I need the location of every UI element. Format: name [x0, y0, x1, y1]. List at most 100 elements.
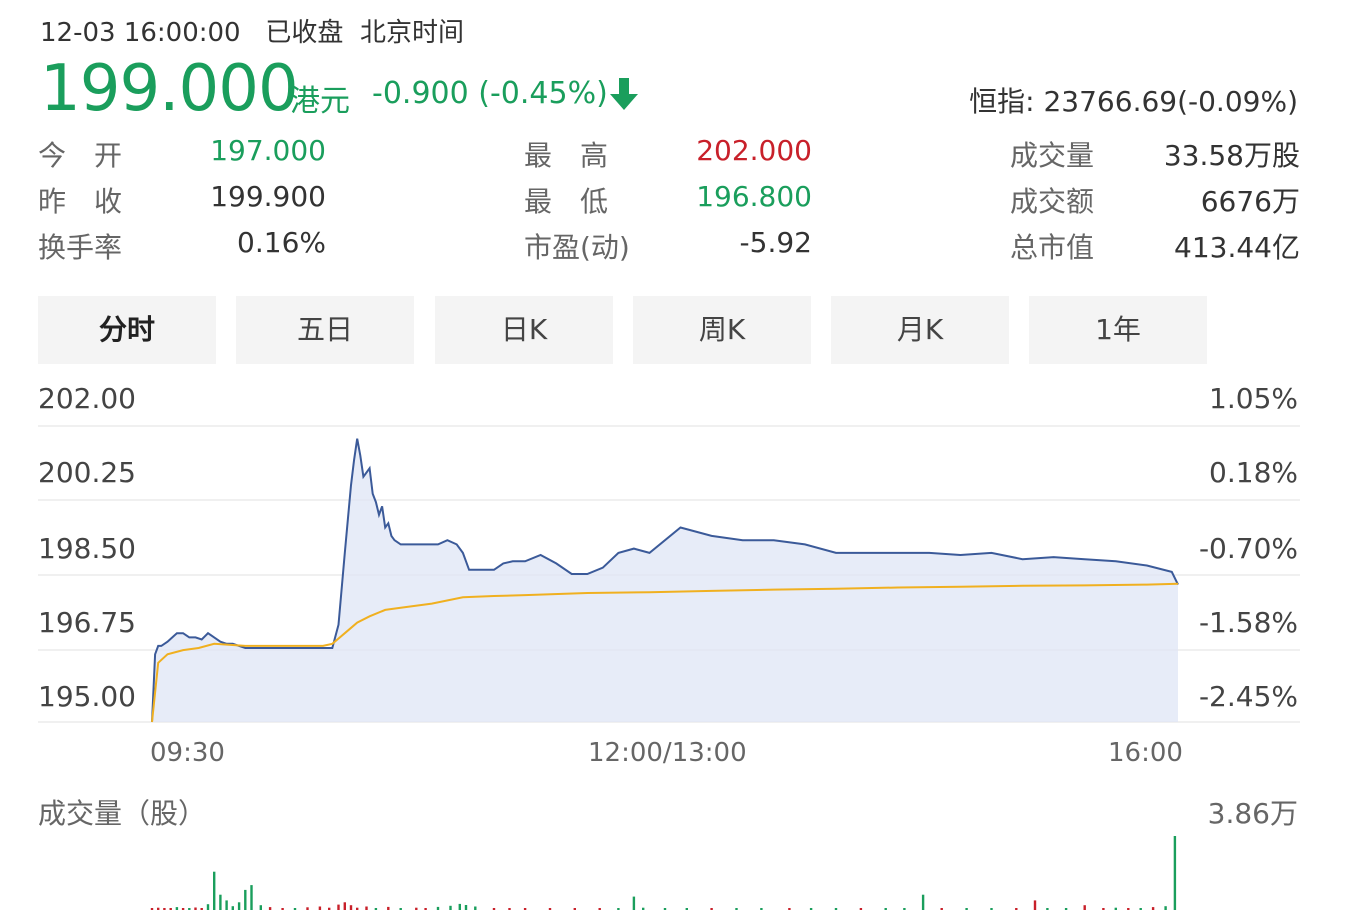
price-change: -0.900 (-0.45%) [372, 76, 608, 111]
volume-bar [1173, 836, 1177, 910]
volume-bar [1102, 908, 1105, 910]
volume-bar [374, 908, 378, 910]
volume-bar [809, 908, 813, 910]
volume-bar [458, 903, 461, 910]
prev-close-value: 199.900 [210, 180, 326, 213]
volume-bar [710, 908, 713, 910]
volume-bar [464, 905, 468, 910]
high-label: 最 高 [524, 139, 609, 172]
volume-bar [940, 908, 943, 910]
volume-bar [1064, 908, 1068, 910]
volume-bar [281, 908, 284, 910]
volume-bar [250, 885, 253, 910]
volume-bar [175, 907, 179, 910]
volume-bar [508, 908, 511, 910]
volume-bar [365, 906, 368, 910]
volume-bar [387, 906, 390, 910]
volume-bar [259, 905, 262, 910]
price-line [151, 438, 1179, 723]
volume-bar [1151, 907, 1155, 910]
prev-close-label: 昨 收 [38, 185, 123, 218]
volume-bar [663, 908, 667, 910]
tab-monthly-k[interactable]: 月K [831, 296, 1009, 364]
quote-datetime: 12-03 16:00:00 [40, 18, 241, 48]
volume-bar [449, 905, 452, 910]
volume-bar [219, 894, 222, 910]
volume-bar [859, 908, 863, 910]
volume-bar [200, 908, 203, 910]
open-label: 今 开 [38, 139, 123, 172]
market-cap-label: 总市值 [1010, 231, 1095, 264]
volume-bar [965, 908, 968, 910]
currency-label: 港元 [290, 84, 350, 119]
tab-weekly-k[interactable]: 周K [633, 296, 811, 364]
volume-bar [788, 908, 791, 910]
hang-seng-index: 恒指: 23766.69(-0.09%) [969, 85, 1298, 118]
volume-label: 成交量 [1010, 139, 1095, 172]
x-tick-0: 09:30 [150, 738, 225, 768]
volume-bar [225, 900, 228, 910]
volume-bar [735, 908, 738, 910]
volume-bar [349, 905, 353, 910]
y-tick-left-3: 196.75 [38, 606, 136, 639]
low-value: 196.800 [696, 180, 812, 213]
volume-value: 33.58万股 [1163, 139, 1300, 172]
y-tick-right-0: 1.05% [1209, 382, 1298, 415]
pe-label: 市盈(动) [524, 231, 630, 264]
volume-bar [436, 906, 440, 910]
volume-bar [306, 907, 309, 910]
volume-bar [1015, 908, 1018, 910]
volume-bar [1164, 906, 1167, 910]
volume-bar [328, 907, 331, 910]
volume-bar [760, 908, 763, 910]
amount-value: 6676万 [1200, 185, 1300, 218]
turnover-rate-value: 0.16% [237, 226, 326, 259]
volume-bar [150, 908, 154, 910]
volume-bar [642, 907, 645, 910]
low-label: 最 低 [524, 185, 609, 218]
volume-bar [415, 907, 418, 910]
volume-bar [548, 908, 552, 910]
y-tick-right-1: 0.18% [1209, 456, 1298, 489]
volume-bar [573, 908, 576, 910]
volume-bar [598, 908, 601, 910]
pe-value: -5.92 [739, 226, 812, 259]
down-arrow-icon [610, 78, 638, 110]
volume-bar [834, 908, 838, 910]
volume-bar [213, 871, 216, 910]
market-cap-value: 413.44亿 [1174, 231, 1300, 264]
tab-daily-k[interactable]: 日K [435, 296, 613, 364]
tab-intraday[interactable]: 分时 [38, 296, 216, 364]
volume-max-label: 3.86万 [1207, 797, 1298, 830]
volume-bar [181, 908, 185, 910]
volume-bar [157, 907, 160, 910]
volume-bar [356, 907, 359, 910]
volume-bar [194, 907, 197, 910]
average-price-line [151, 582, 1179, 723]
chart-period-tabs: 分时 五日 日K 周K 月K 1年 [38, 296, 1208, 364]
volume-bar [424, 908, 427, 910]
volume-bar [617, 908, 620, 910]
volume-bar [492, 908, 496, 910]
volume-bar [343, 902, 346, 910]
y-tick-right-4: -2.45% [1198, 680, 1298, 713]
volume-bar [1033, 900, 1037, 910]
quote-header: 12-03 16:00:00 已收盘 北京时间 [40, 12, 464, 49]
volume-bar [268, 907, 272, 910]
volume-bar [237, 902, 241, 910]
volume-bar [903, 908, 906, 910]
tab-one-year[interactable]: 1年 [1029, 296, 1207, 364]
volume-bar [169, 908, 172, 910]
amount-label: 成交额 [1010, 185, 1095, 218]
current-price: 199.000 [40, 52, 299, 126]
timezone-label: 北京时间 [359, 18, 464, 48]
x-tick-2: 16:00 [1108, 738, 1183, 768]
volume-bar [1114, 907, 1117, 910]
volume-bar [163, 908, 166, 910]
y-tick-right-3: -1.58% [1198, 606, 1298, 639]
high-value: 202.000 [696, 134, 812, 167]
tab-five-day[interactable]: 五日 [236, 296, 414, 364]
y-tick-left-4: 195.00 [38, 680, 136, 713]
market-status: 已收盘 [265, 18, 344, 48]
volume-bar [523, 908, 527, 910]
